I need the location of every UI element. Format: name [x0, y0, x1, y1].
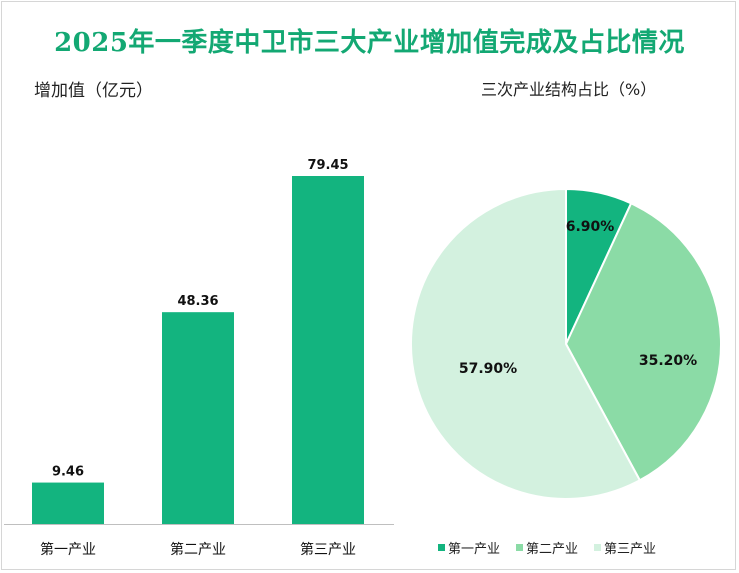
legend-item-primary: 第一产业 — [438, 538, 500, 557]
bar — [32, 482, 104, 524]
legend-label: 第二产业 — [526, 542, 579, 557]
legend-swatch — [594, 544, 602, 551]
bar-category-label: 第一产业 — [40, 541, 96, 558]
legend-swatch — [516, 544, 524, 551]
legend-item-secondary: 第二产业 — [516, 538, 578, 557]
pie-slice-label: 57.90% — [459, 361, 517, 377]
legend-swatch — [438, 544, 445, 551]
pie-legend: 第一产业 第二产业 第三产业 — [438, 538, 656, 557]
legend-label: 第一产业 — [448, 542, 501, 557]
pie-slice — [410, 187, 642, 500]
bar-value-label: 79.45 — [307, 158, 348, 173]
pie-slice-label: 6.90% — [566, 219, 615, 235]
bar — [162, 312, 234, 524]
pie-slice-label: 35.20% — [639, 353, 697, 369]
bar-value-label: 9.46 — [52, 465, 84, 480]
chart-title: 2025年一季度中卫市三大产业增加值完成及占比情况 — [54, 28, 685, 58]
bar-chart: 9.46 第一产业 48.36 第二产业 79.45 第三产业 — [4, 158, 394, 558]
bar-value-label: 48.36 — [177, 294, 218, 309]
bar-category-label: 第二产业 — [170, 541, 226, 558]
bar — [292, 176, 364, 524]
legend-label: 第三产业 — [604, 542, 657, 557]
legend-item-tertiary: 第三产业 — [594, 538, 656, 557]
bar-category-label: 第三产业 — [300, 541, 356, 558]
pie-chart-title: 三次产业结构占比（%） — [481, 80, 657, 99]
pie-slice — [564, 202, 722, 482]
bar-chart-title: 增加值（亿元） — [34, 81, 153, 101]
